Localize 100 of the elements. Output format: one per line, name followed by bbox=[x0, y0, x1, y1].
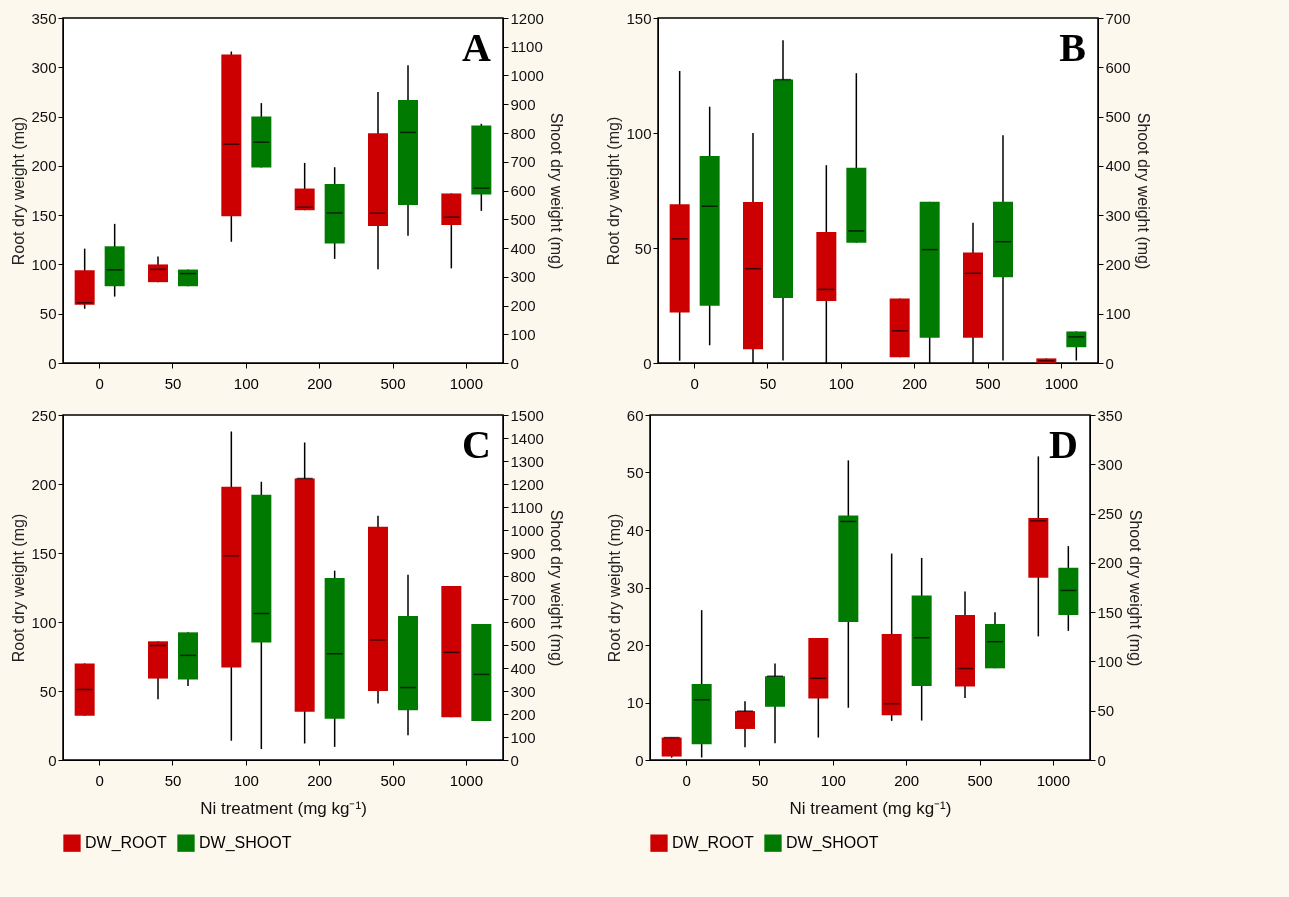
y2-tick-label: 1400 bbox=[510, 429, 544, 447]
y-tick-label: 0 bbox=[48, 751, 57, 769]
x-tick-label: 50 bbox=[164, 374, 182, 392]
y-tick-label: 150 bbox=[626, 9, 652, 27]
y2-axis-title: Shoot dry weight (mg) bbox=[1134, 112, 1152, 270]
y-tick-label: 0 bbox=[48, 354, 57, 372]
y2-tick-label: 0 bbox=[1097, 751, 1106, 769]
x-tick-label: 1000 bbox=[1044, 374, 1079, 392]
y2-tick-label: 600 bbox=[1105, 58, 1131, 76]
y-tick-label: 100 bbox=[31, 613, 57, 631]
y2-axis-title: Shoot dry weight (mg) bbox=[547, 112, 565, 270]
legend-label: DW_ROOT bbox=[85, 834, 167, 853]
x-tick-label: 200 bbox=[307, 771, 333, 789]
y2-tick-label: 800 bbox=[510, 124, 536, 142]
y2-tick-label: 400 bbox=[510, 239, 536, 257]
x-tick-label: 200 bbox=[894, 771, 920, 789]
y-tick-label: 40 bbox=[626, 521, 644, 539]
y-axis-title: Root dry weight (mg) bbox=[605, 116, 623, 266]
y2-tick-label: 1200 bbox=[510, 475, 544, 493]
x-tick-label: 0 bbox=[690, 374, 699, 392]
y-tick-label: 0 bbox=[635, 751, 644, 769]
x-tick-label: 500 bbox=[975, 374, 1001, 392]
y2-tick-label: 1300 bbox=[510, 452, 544, 470]
x-tick-label: 500 bbox=[380, 374, 406, 392]
y2-tick-label: 500 bbox=[1105, 108, 1131, 126]
x-tick-label: 50 bbox=[751, 771, 769, 789]
y2-tick-label: 150 bbox=[1097, 603, 1123, 621]
y-tick-label: 350 bbox=[31, 9, 57, 27]
y2-tick-label: 700 bbox=[510, 153, 536, 171]
y2-tick-label: 1000 bbox=[510, 67, 544, 84]
y2-tick-label: 1000 bbox=[510, 521, 544, 539]
y2-tick-label: 0 bbox=[1105, 354, 1114, 372]
y2-tick-label: 200 bbox=[1105, 255, 1131, 273]
y-axis-title: Root dry weight (mg) bbox=[10, 116, 28, 266]
y2-tick-label: 500 bbox=[510, 636, 536, 654]
y2-tick-label: 300 bbox=[510, 682, 536, 700]
x-tick-label: 500 bbox=[967, 771, 993, 789]
y2-tick-label: 0 bbox=[510, 751, 519, 769]
y2-tick-label: 900 bbox=[510, 95, 536, 113]
y2-tick-label: 1500 bbox=[510, 406, 544, 424]
x-tick-label: 50 bbox=[164, 771, 182, 789]
y-tick-label: 100 bbox=[31, 255, 57, 273]
y2-axis-title: Shoot dry weight (mg) bbox=[547, 509, 565, 667]
y2-tick-label: 100 bbox=[1097, 652, 1123, 670]
y2-tick-label: 1200 bbox=[510, 9, 544, 27]
y2-tick-label: 0 bbox=[510, 354, 519, 372]
y2-tick-label: 50 bbox=[1097, 702, 1115, 720]
y2-tick-label: 300 bbox=[1097, 455, 1123, 473]
y2-axis-title: Shoot dry weight (mg) bbox=[1126, 509, 1144, 667]
y2-tick-label: 250 bbox=[1097, 505, 1123, 523]
x-tick-label: 200 bbox=[307, 374, 333, 392]
chart-title: D bbox=[1049, 422, 1078, 467]
y2-tick-label: 800 bbox=[510, 567, 536, 585]
legend-label: DW_SHOOT bbox=[786, 834, 879, 853]
chart-title: B bbox=[1059, 25, 1086, 70]
y-tick-label: 100 bbox=[626, 124, 652, 142]
x-tick-label: 1000 bbox=[449, 374, 484, 392]
y2-tick-label: 700 bbox=[1105, 9, 1131, 27]
y-tick-label: 150 bbox=[31, 206, 57, 224]
x-tick-label: 100 bbox=[233, 771, 259, 789]
y-tick-label: 300 bbox=[31, 58, 57, 76]
x-tick-label: 0 bbox=[95, 374, 104, 392]
y-axis-title: Root dry weight (mg) bbox=[605, 513, 623, 663]
y2-tick-label: 100 bbox=[1105, 305, 1131, 323]
y-tick-label: 250 bbox=[31, 108, 57, 126]
y2-tick-label: 600 bbox=[510, 182, 536, 199]
chart-title: C bbox=[462, 422, 491, 467]
y-tick-label: 50 bbox=[634, 239, 652, 257]
y-tick-label: 30 bbox=[626, 579, 644, 596]
x-tick-label: 100 bbox=[828, 374, 854, 392]
y-tick-label: 50 bbox=[39, 682, 57, 700]
y2-tick-label: 700 bbox=[510, 590, 536, 608]
y-tick-label: 200 bbox=[31, 157, 57, 175]
x-axis-title: Ni treatment (mg kg⁻¹) bbox=[200, 798, 367, 818]
y-tick-label: 150 bbox=[31, 544, 57, 562]
y-axis-title: Root dry weight (mg) bbox=[10, 513, 28, 663]
y2-tick-label: 900 bbox=[510, 544, 536, 562]
y-tick-label: 20 bbox=[626, 636, 644, 654]
y-tick-label: 10 bbox=[626, 694, 644, 711]
y2-tick-label: 350 bbox=[1097, 406, 1123, 424]
x-tick-label: 100 bbox=[233, 374, 259, 392]
y-tick-label: 60 bbox=[626, 406, 644, 424]
y2-tick-label: 1100 bbox=[510, 498, 543, 516]
x-tick-label: 0 bbox=[95, 771, 104, 789]
y2-tick-label: 500 bbox=[510, 210, 536, 228]
x-tick-label: 100 bbox=[820, 771, 846, 789]
x-tick-label: 1000 bbox=[449, 771, 484, 789]
y-tick-label: 50 bbox=[626, 464, 644, 481]
x-tick-label: 200 bbox=[902, 374, 928, 392]
y2-tick-label: 400 bbox=[1105, 157, 1131, 175]
y-tick-label: 50 bbox=[39, 305, 57, 323]
y2-tick-label: 400 bbox=[510, 659, 536, 677]
legend-label: DW_ROOT bbox=[672, 834, 754, 853]
y2-tick-label: 100 bbox=[510, 728, 536, 746]
x-tick-label: 1000 bbox=[1036, 771, 1071, 789]
y-tick-label: 200 bbox=[31, 475, 57, 493]
y2-tick-label: 200 bbox=[510, 297, 536, 314]
y2-tick-label: 200 bbox=[510, 705, 536, 723]
y2-tick-label: 100 bbox=[510, 325, 536, 343]
x-tick-label: 500 bbox=[380, 771, 406, 789]
